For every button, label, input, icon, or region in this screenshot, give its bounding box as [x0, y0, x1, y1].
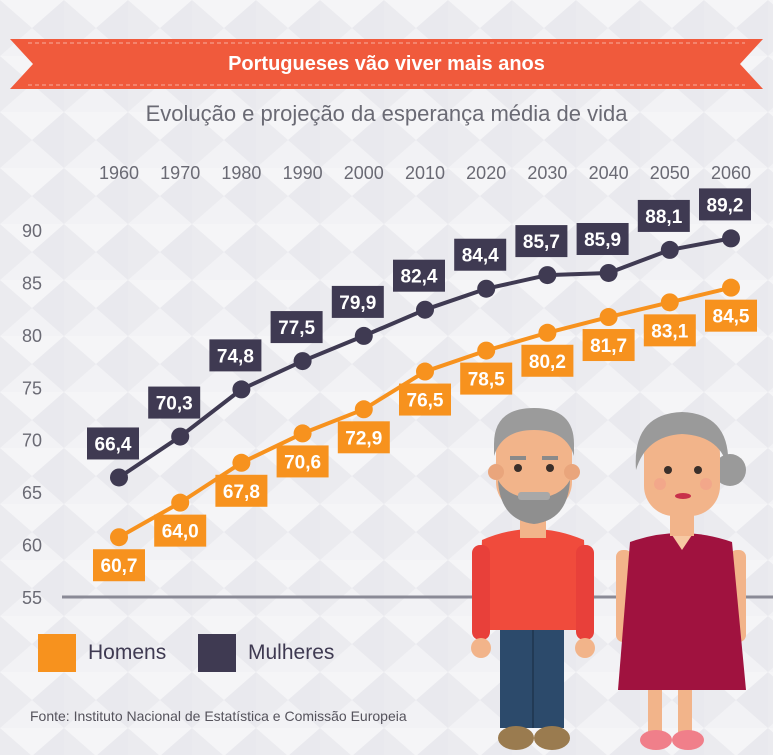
data-label-mulheres: 84,4	[462, 246, 499, 267]
point-mulheres	[416, 300, 434, 319]
data-label-box-homens	[93, 549, 145, 582]
legend-homens: Homens	[38, 634, 166, 672]
x-tick-label: 2040	[589, 163, 629, 183]
data-label-mulheres: 82,4	[401, 267, 438, 288]
data-label-box-homens	[154, 514, 207, 547]
chart-subtitle: Evolução e projeção da esperança média d…	[145, 101, 628, 126]
data-label-box-mulheres	[699, 188, 751, 221]
point-mulheres	[171, 427, 190, 446]
x-tick-label: 1980	[221, 163, 261, 183]
data-label-homens: 70,6	[284, 452, 321, 473]
data-label-homens: 81,7	[590, 336, 627, 357]
point-mulheres	[599, 263, 618, 282]
data-label-homens: 67,8	[223, 482, 260, 503]
point-homens	[660, 293, 679, 312]
data-label-box-mulheres	[270, 311, 323, 344]
data-label-box-homens	[399, 383, 451, 416]
legend-label-homens: Homens	[88, 641, 167, 664]
data-label-homens: 76,5	[407, 391, 444, 412]
data-label-box-homens	[215, 474, 268, 507]
point-mulheres	[293, 352, 312, 371]
data-label-mulheres: 74,8	[217, 346, 254, 367]
data-label-box-mulheres	[209, 339, 262, 372]
data-label-mulheres: 85,7	[523, 232, 560, 253]
legend-swatch-mulheres	[198, 634, 236, 672]
elderly-woman-icon	[616, 412, 746, 750]
x-tick-label: 2030	[527, 163, 567, 183]
data-label-box-homens	[276, 445, 329, 478]
title-banner	[10, 39, 763, 89]
elderly-couple-icon	[471, 408, 746, 750]
y-tick-label: 85	[22, 273, 42, 293]
data-label-homens: 64,0	[162, 522, 199, 543]
data-label-homens: 72,9	[345, 428, 382, 449]
y-tick-label: 70	[22, 431, 42, 451]
data-label-box-mulheres	[148, 386, 201, 419]
point-mulheres	[722, 229, 740, 248]
y-tick-label: 55	[22, 588, 42, 608]
legend-label-mulheres: Mulheres	[248, 641, 335, 664]
data-label-box-homens	[705, 299, 757, 332]
point-mulheres	[660, 240, 679, 259]
y-tick-label: 60	[22, 536, 42, 556]
point-mulheres	[110, 468, 128, 487]
data-label-mulheres: 85,9	[584, 230, 621, 251]
point-homens	[416, 362, 434, 381]
y-tick-label: 65	[22, 483, 42, 503]
data-label-box-homens	[337, 421, 390, 454]
y-tick-label: 80	[22, 326, 42, 346]
data-label-mulheres: 77,5	[278, 318, 315, 339]
point-homens	[477, 341, 496, 360]
data-label-box-homens	[460, 362, 513, 395]
point-homens	[232, 453, 251, 472]
x-tick-label: 2000	[344, 163, 384, 183]
data-label-mulheres: 79,9	[339, 293, 376, 314]
data-label-homens: 78,5	[468, 370, 505, 391]
legend-swatch-homens	[38, 634, 76, 672]
x-tick-label: 2010	[405, 163, 445, 183]
y-tick-label: 90	[22, 221, 42, 241]
data-label-homens: 60,7	[101, 556, 138, 577]
point-homens	[722, 278, 740, 297]
x-tick-label: 2060	[711, 163, 751, 183]
data-label-homens: 84,5	[713, 307, 750, 328]
point-homens	[171, 493, 190, 512]
data-label-box-mulheres	[331, 285, 384, 318]
legend-mulheres: Mulheres	[198, 634, 334, 672]
data-label-box-mulheres	[87, 427, 139, 460]
data-label-box-homens	[521, 344, 574, 377]
life-expectancy-chart: 90 85 80 75 70 65 60 55 1960 1970 1980 1990 2000 2010…	[22, 163, 773, 608]
data-label-mulheres: 66,4	[95, 434, 132, 455]
point-homens	[293, 424, 312, 443]
data-label-mulheres: 70,3	[156, 394, 193, 415]
x-tick-label: 2050	[650, 163, 690, 183]
data-label-box-mulheres	[515, 225, 568, 258]
x-tick-label: 1970	[160, 163, 200, 183]
source-note: Fonte: Instituto Nacional de Estatística…	[30, 708, 407, 724]
data-label-mulheres: 89,2	[707, 195, 744, 216]
point-mulheres	[477, 279, 496, 298]
data-label-mulheres: 88,1	[645, 207, 682, 228]
data-label-box-homens	[643, 314, 696, 347]
data-label-box-mulheres	[454, 238, 507, 271]
point-homens	[538, 323, 557, 342]
point-homens	[599, 308, 618, 327]
data-label-homens: 80,2	[529, 352, 566, 373]
x-tick-label: 2020	[466, 163, 506, 183]
point-homens	[354, 400, 373, 419]
point-mulheres	[354, 326, 373, 345]
point-mulheres	[232, 380, 251, 399]
x-tick-label: 1960	[99, 163, 139, 183]
y-tick-label: 75	[22, 378, 42, 398]
data-label-box-mulheres	[393, 259, 445, 292]
point-homens	[110, 528, 128, 547]
elderly-man-icon	[471, 408, 595, 750]
point-mulheres	[538, 266, 557, 285]
data-label-homens: 83,1	[651, 321, 688, 342]
chart-title: Portugueses vão viver mais anos	[228, 53, 545, 75]
data-label-box-homens	[582, 329, 635, 362]
x-tick-label: 1990	[283, 163, 323, 183]
data-label-box-mulheres	[576, 222, 629, 255]
data-label-box-mulheres	[637, 199, 690, 232]
